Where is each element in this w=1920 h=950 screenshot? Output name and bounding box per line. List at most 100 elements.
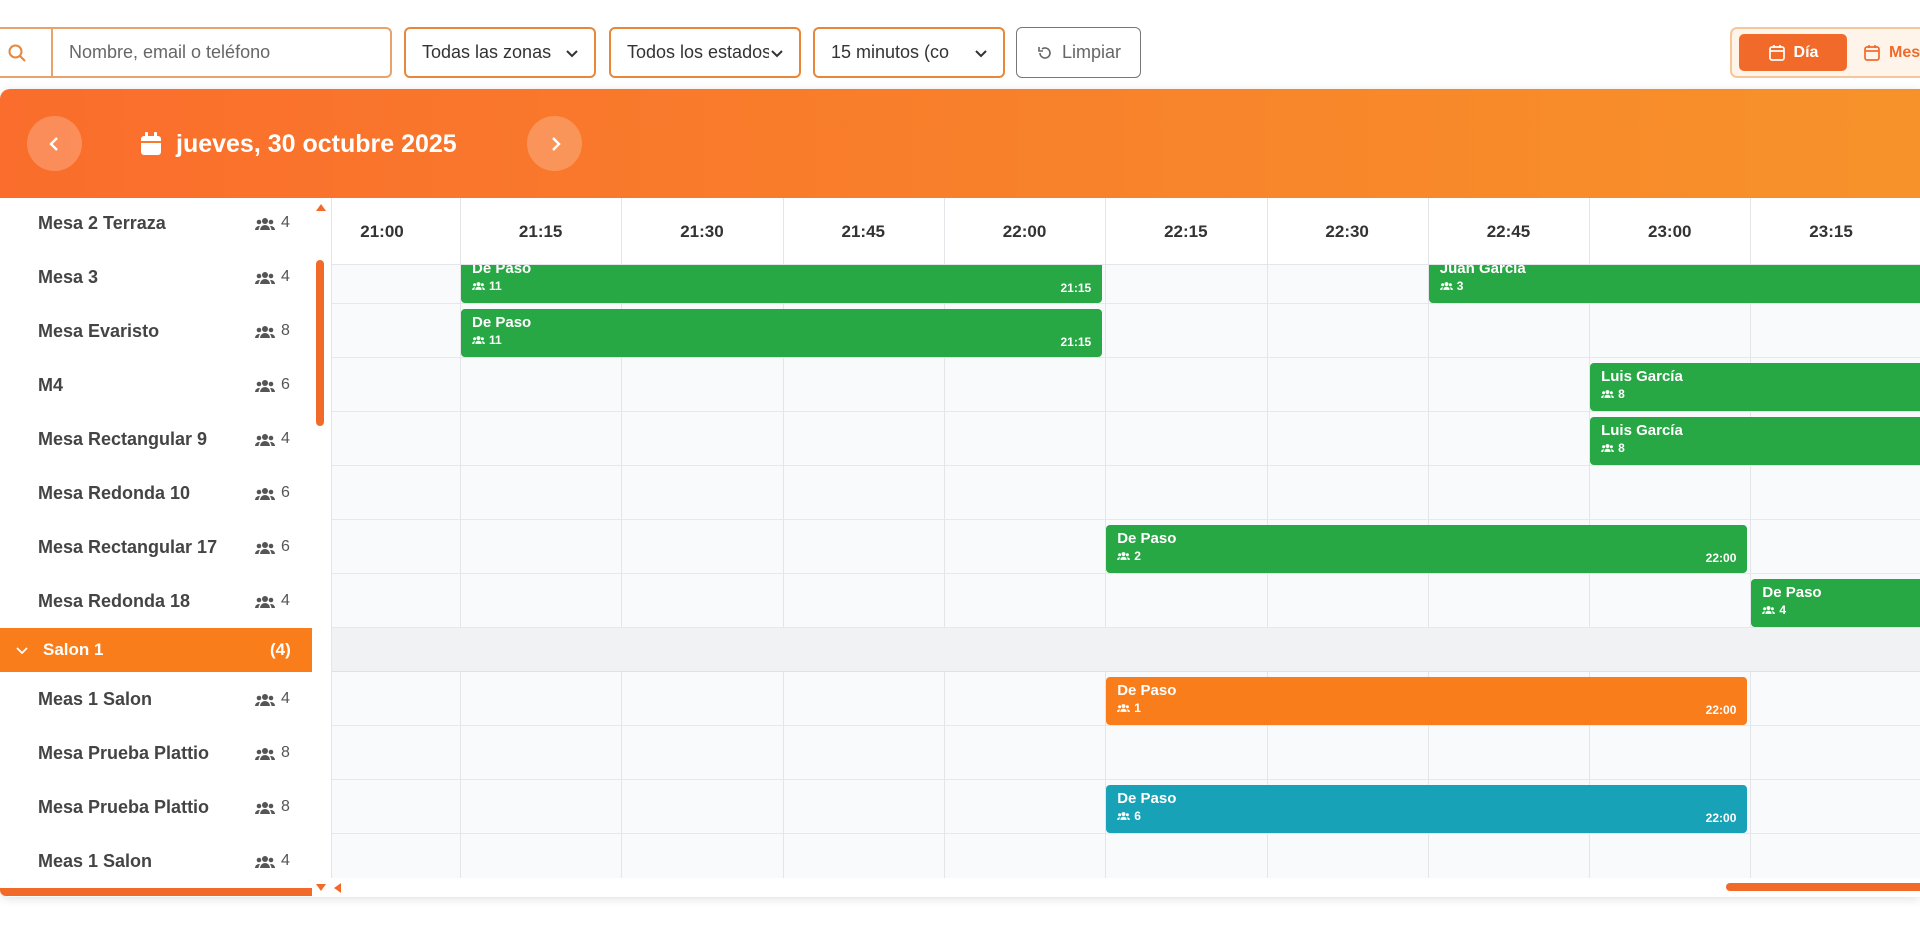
header-column-line <box>1589 198 1591 265</box>
table-row: Mesa Redonda 18 4 <box>0 574 312 629</box>
time-header: 21:00 21:15 21:30 21:45 22:00 22:15 22:30 22:45… <box>332 198 1920 265</box>
table-name: Meas 1 Salon <box>38 850 153 871</box>
reservation-bar[interactable]: De Paso 2 22:00 <box>1106 525 1748 573</box>
grid-column-line <box>1266 672 1268 878</box>
people-icon <box>255 748 275 760</box>
table-name: Mesa Prueba Plattio <box>38 742 210 763</box>
table-row: Mesa Rectangular 17 6 <box>0 520 312 575</box>
prev-day-button[interactable] <box>27 116 82 171</box>
reservation-bar[interactable]: De Paso 1 22:00 <box>1106 677 1748 725</box>
grid-column-line <box>1427 198 1429 628</box>
grid-column-line <box>621 198 623 628</box>
reservation-time: 22:00 <box>1705 703 1737 717</box>
table-row: Mesa Rectangular 9 4 <box>0 412 312 467</box>
table-name: Mesa Evaristo <box>38 320 160 341</box>
clear-button[interactable]: Limpiar <box>1016 27 1141 78</box>
scroll-track <box>312 198 331 891</box>
time-label: 22:00 <box>1002 221 1047 241</box>
table-capacity: 4 <box>281 430 290 447</box>
zone-select[interactable]: Todas las zonas <box>404 27 596 78</box>
reservation-bar[interactable]: De Paso 6 22:00 <box>1106 785 1748 833</box>
reservation-guests: 1 <box>1117 701 1736 715</box>
grid-row <box>332 574 1920 628</box>
grid-column-line <box>1105 672 1107 878</box>
guest-count: 3 <box>1456 279 1464 293</box>
people-icon <box>1117 812 1131 820</box>
people-icon <box>255 326 275 338</box>
table-row: Meas 1 Salon 4 <box>0 834 312 888</box>
table-row: Mesa 2 Terraza 4 <box>0 198 312 251</box>
people-icon <box>1601 390 1615 398</box>
grid-row <box>332 520 1920 574</box>
header-column-line <box>1750 198 1752 265</box>
collapse-icon <box>15 642 29 662</box>
next-day-button[interactable] <box>527 116 582 171</box>
reservation-bar[interactable]: Luis García 8 <box>1590 417 1920 465</box>
reservation-guests: 11 <box>472 279 1091 293</box>
capacity-icon <box>255 323 275 344</box>
people-icon <box>472 336 485 344</box>
reservation-time: 21:15 <box>1060 281 1092 295</box>
time-label: 21:30 <box>680 221 724 241</box>
interval-select[interactable]: 15 minutos (co <box>813 27 1005 78</box>
horizontal-scrollbar[interactable] <box>1726 883 1920 891</box>
view-toggle: Día Mes <box>1730 27 1920 78</box>
reservation-bar[interactable]: De Paso 11 21:15 <box>461 309 1103 357</box>
guest-count: 8 <box>1618 441 1625 455</box>
people-icon <box>255 856 275 868</box>
reservation-name: De Paso <box>1117 530 1177 547</box>
time-label: 22:45 <box>1486 221 1531 241</box>
table-list: Mesa 2 Terraza 4 Mesa 3 4 Mesa Evaristo 8 M4 6 M… <box>0 198 312 888</box>
people-icon <box>255 488 275 500</box>
capacity-icon <box>255 799 275 820</box>
table-capacity: 6 <box>281 484 290 501</box>
header-column-line <box>460 198 461 265</box>
grid-column-line <box>621 672 623 878</box>
people-icon <box>255 434 275 446</box>
grid-row <box>332 250 1920 304</box>
table-capacity: 4 <box>281 214 290 231</box>
time-label: 23:00 <box>1648 221 1692 241</box>
table-capacity: 4 <box>281 690 290 707</box>
guest-count: 11 <box>489 279 502 293</box>
reservation-guests: 2 <box>1117 549 1736 563</box>
group-header[interactable]: Salon 1 (4) <box>0 628 312 672</box>
status-select-text: Todos los estados <box>627 42 769 62</box>
grid-column-line <box>943 672 945 878</box>
grid-column-line <box>1266 198 1268 628</box>
grid-column-line <box>943 198 945 628</box>
guest-count: 8 <box>1618 387 1625 401</box>
capacity-icon <box>255 691 275 712</box>
date-label: jueves, 30 octubre 2025 <box>140 117 457 171</box>
capacity-icon <box>255 431 275 452</box>
header-column-line <box>1105 198 1107 265</box>
day-view-text: Día <box>1793 43 1819 61</box>
people-icon <box>1117 552 1131 560</box>
month-view-button[interactable]: Mes <box>1855 34 1920 71</box>
people-icon <box>255 542 275 554</box>
search-box[interactable]: Nombre, email o teléfono <box>0 27 392 78</box>
reservation-bar[interactable]: Luis García 8 <box>1590 363 1920 411</box>
table-capacity: 8 <box>281 744 290 761</box>
guest-count: 6 <box>1134 809 1141 823</box>
people-icon <box>255 596 275 608</box>
table-capacity: 6 <box>281 538 290 555</box>
time-label: 22:15 <box>1164 221 1208 241</box>
grid-row <box>332 834 1920 878</box>
guest-count: 4 <box>1779 603 1787 617</box>
month-view-text: Mes <box>1889 43 1920 61</box>
grid-row <box>332 780 1920 834</box>
guest-count: 11 <box>489 333 502 347</box>
reservation-bar[interactable]: De Paso 4 <box>1751 579 1920 627</box>
vertical-scrollbar[interactable] <box>316 260 324 426</box>
reservation-time: 21:15 <box>1060 335 1092 349</box>
day-view-button[interactable]: Día <box>1739 34 1847 71</box>
reservation-name: De Paso <box>1117 682 1177 699</box>
grid-column-line <box>1589 672 1591 878</box>
table-row: Mesa Evaristo 8 <box>0 304 312 359</box>
table-capacity: 4 <box>281 852 290 869</box>
status-select[interactable]: Todos los estados <box>609 27 801 78</box>
